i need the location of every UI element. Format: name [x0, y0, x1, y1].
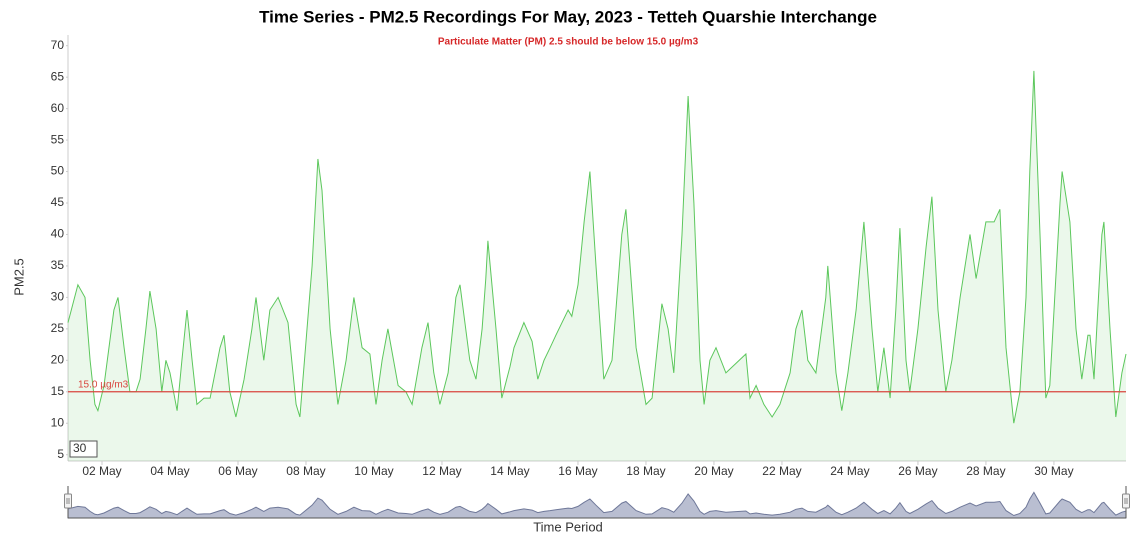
x-tick-label: 26 May — [898, 464, 937, 478]
x-tick-label: 04 May — [150, 464, 189, 478]
y-tick-label: 70 — [51, 38, 65, 52]
y-tick-label: 50 — [51, 164, 65, 178]
threshold-label: 15.0 µg/m3 — [78, 379, 129, 390]
chart-title: Time Series - PM2.5 Recordings For May, … — [259, 7, 877, 26]
y-tick-label: 25 — [51, 321, 65, 335]
x-tick-label: 10 May — [354, 464, 393, 478]
x-tick-label: 22 May — [762, 464, 801, 478]
y-tick-label: 45 — [51, 195, 65, 209]
x-tick-label: 28 May — [966, 464, 1005, 478]
y-tick-label: 55 — [51, 132, 65, 146]
x-tick-label: 06 May — [218, 464, 257, 478]
navigator-handle[interactable] — [64, 493, 72, 509]
y-tick-label: 40 — [51, 227, 65, 241]
x-tick-label: 08 May — [286, 464, 325, 478]
x-tick-label: 20 May — [694, 464, 733, 478]
line — [67, 70, 1127, 424]
x-tick-label: 30 May — [1034, 464, 1073, 478]
navigator-handle[interactable] — [1122, 493, 1130, 509]
y-tick-label: 60 — [51, 101, 65, 115]
y-tick-label: 35 — [51, 258, 65, 272]
y-tick-label: 30 — [51, 290, 65, 304]
x-tick-label: 14 May — [490, 464, 529, 478]
x-axis-label: Time Period — [533, 519, 603, 534]
y-tick-label: 65 — [51, 69, 65, 83]
range-input — [69, 440, 98, 458]
range-input-value: 30 — [73, 441, 87, 455]
x-tick-label: 02 May — [82, 464, 121, 478]
y-tick-label: 15 — [51, 384, 65, 398]
navigator-area — [67, 491, 1127, 519]
y-tick-label: 20 — [51, 352, 65, 366]
x-tick-label: 16 May — [558, 464, 597, 478]
y-tick-label: 10 — [51, 415, 65, 429]
y-tick-label: 5 — [57, 447, 64, 461]
y-axis-label: PM2.5 — [11, 258, 26, 296]
x-tick-label: 18 May — [626, 464, 665, 478]
x-tick-label: 12 May — [422, 464, 461, 478]
x-tick-label: 24 May — [830, 464, 869, 478]
chart-subtitle: Particulate Matter (PM) 2.5 should be be… — [438, 37, 699, 48]
area-fill — [68, 70, 1126, 462]
